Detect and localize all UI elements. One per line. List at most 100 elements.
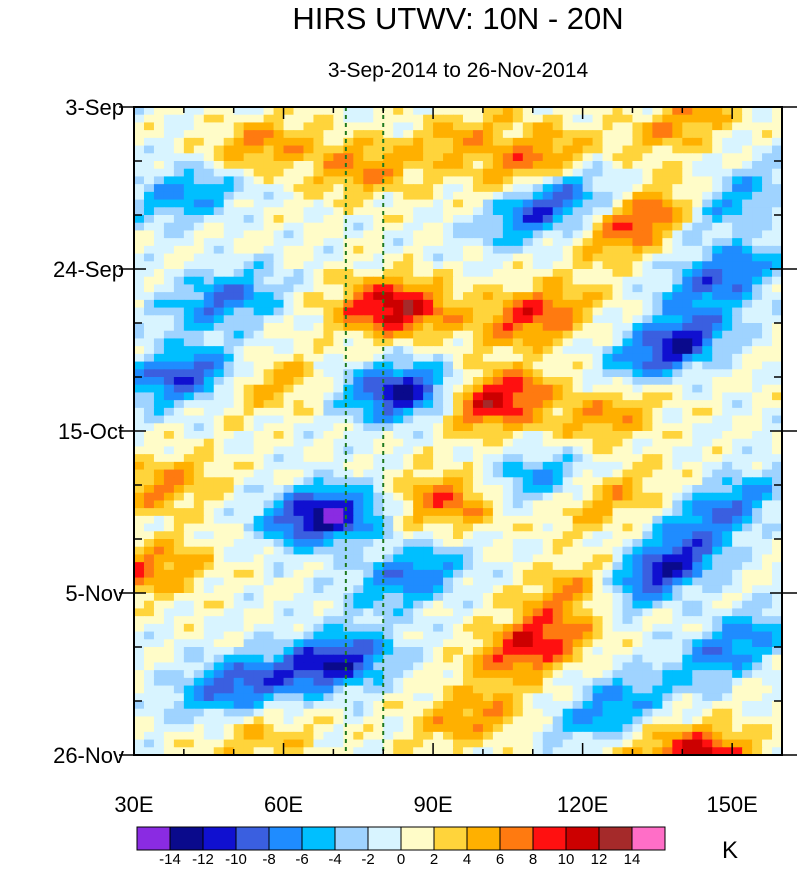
heatmap-cell [173, 346, 185, 355]
heatmap-cell [213, 207, 225, 216]
heatmap-cell [532, 299, 544, 309]
heatmap-cell [153, 130, 165, 139]
heatmap-cell [223, 454, 235, 463]
heatmap-cell [462, 338, 474, 347]
heatmap-cell [522, 461, 534, 471]
heatmap-cell [642, 222, 653, 232]
heatmap-cell [672, 191, 683, 201]
heatmap-cell [363, 330, 374, 340]
heatmap-cell [612, 546, 624, 556]
heatmap-cell [552, 623, 564, 633]
heatmap-cell [423, 546, 434, 556]
heatmap-cell [602, 454, 614, 463]
heatmap-cell [273, 685, 285, 694]
heatmap-cell [682, 261, 693, 270]
heatmap-cell [443, 130, 454, 139]
heatmap-cell [213, 107, 225, 116]
heatmap-cell [363, 269, 374, 278]
heatmap-cell [373, 269, 384, 278]
heatmap-cell [173, 269, 185, 278]
heatmap-cell [552, 670, 564, 679]
heatmap-cell [512, 323, 524, 332]
heatmap-cell [622, 284, 634, 293]
heatmap-cell [462, 500, 474, 509]
heatmap-cell [532, 292, 544, 301]
heatmap-cell [642, 369, 653, 378]
heatmap-cell [243, 523, 255, 532]
heatmap-cell [492, 176, 504, 185]
heatmap-cell [762, 647, 773, 656]
heatmap-cell [343, 670, 354, 679]
heatmap-cell [712, 539, 723, 548]
heatmap-cell [502, 222, 514, 232]
heatmap-cell [582, 122, 594, 131]
heatmap-cell [542, 400, 554, 409]
heatmap-cell [642, 107, 653, 116]
heatmap-cell [682, 654, 693, 664]
heatmap-cell [712, 130, 723, 139]
heatmap-cell [732, 307, 743, 316]
heatmap-cell [443, 446, 454, 455]
heatmap-cell [153, 315, 165, 324]
heatmap-cell [562, 353, 574, 363]
heatmap-cell [163, 446, 175, 455]
heatmap-cell [572, 361, 584, 370]
heatmap-cell [512, 438, 524, 448]
heatmap-cell [343, 253, 354, 262]
heatmap-cell [183, 261, 195, 270]
heatmap-cell [582, 670, 594, 679]
heatmap-cell [323, 369, 334, 378]
heatmap-cell [732, 438, 743, 448]
heatmap-cell [263, 515, 275, 525]
heatmap-cell [333, 415, 344, 424]
heatmap-cell [203, 168, 215, 178]
heatmap-cell [742, 261, 753, 270]
heatmap-cell [622, 353, 634, 363]
heatmap-cell [522, 168, 534, 178]
heatmap-cell [742, 515, 753, 525]
heatmap-cell [622, 639, 634, 648]
heatmap-cell [672, 207, 683, 216]
heatmap-cell [722, 215, 733, 224]
heatmap-cell [672, 230, 683, 239]
heatmap-cell [373, 238, 384, 247]
heatmap-cell [562, 307, 574, 316]
heatmap-cell [502, 346, 514, 355]
heatmap-cell [592, 616, 604, 625]
heatmap-cell [772, 531, 783, 540]
heatmap-cell [612, 492, 624, 502]
heatmap-cell [134, 438, 145, 448]
heatmap-cell [343, 639, 354, 648]
heatmap-cell [772, 323, 783, 332]
heatmap-cell [323, 454, 334, 463]
heatmap-cell [662, 315, 673, 324]
heatmap-cell [602, 407, 614, 417]
heatmap-cell [353, 284, 364, 293]
heatmap-cell [532, 161, 544, 170]
heatmap-cell [532, 222, 544, 232]
heatmap-cell [373, 161, 384, 170]
heatmap-cell [443, 392, 454, 401]
heatmap-cell [233, 469, 245, 478]
heatmap-cell [732, 261, 743, 270]
heatmap-cell [722, 608, 733, 617]
heatmap-cell [213, 546, 225, 556]
heatmap-cell [383, 623, 394, 633]
heatmap-cell [313, 161, 325, 170]
heatmap-cell [692, 577, 703, 586]
heatmap-cell [772, 446, 783, 455]
heatmap-cell [742, 585, 753, 594]
heatmap-cell [672, 353, 683, 363]
heatmap-cell [712, 415, 723, 424]
heatmap-cell [552, 377, 564, 386]
heatmap-cell [682, 554, 693, 563]
heatmap-cell [213, 554, 225, 563]
heatmap-cell [512, 199, 524, 208]
heatmap-cell [153, 145, 165, 154]
heatmap-cell [592, 253, 604, 262]
heatmap-cell [752, 253, 763, 262]
heatmap-cell [143, 400, 155, 409]
heatmap-cell [253, 346, 265, 355]
heatmap-cell [243, 593, 255, 602]
heatmap-cell [173, 207, 185, 216]
